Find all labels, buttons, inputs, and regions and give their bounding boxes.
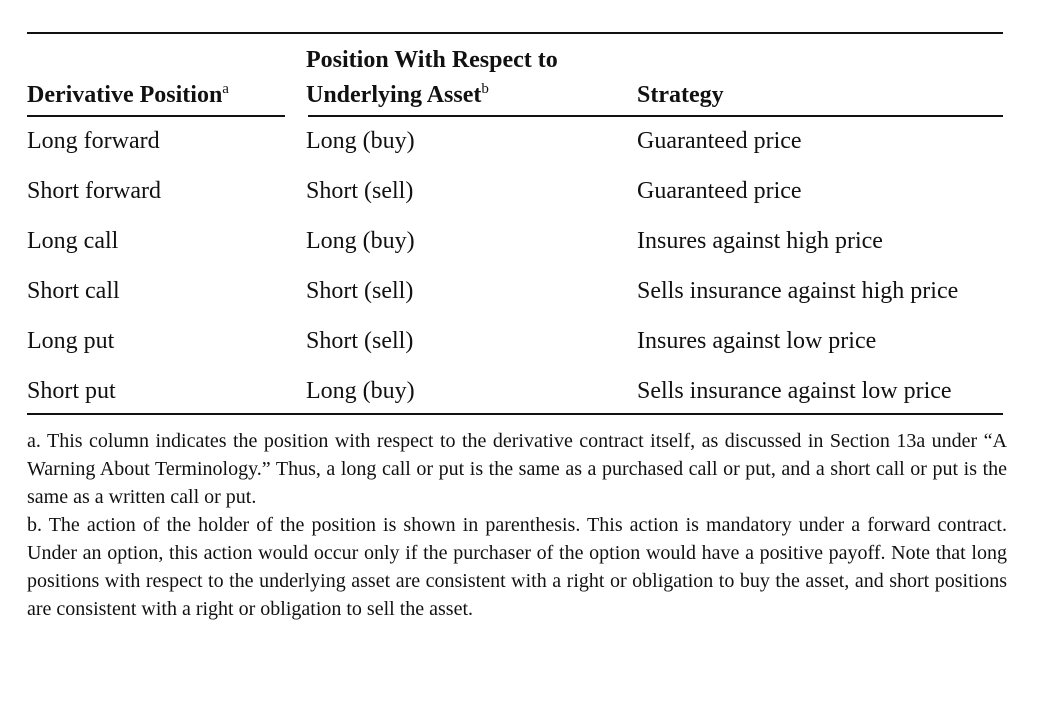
table-bottom-rule [27, 413, 1003, 415]
cell-derivative-row4: Short call [27, 278, 120, 304]
cell-derivative-row3: Long call [27, 228, 119, 254]
cell-position-row2: Short (sell) [306, 178, 414, 204]
cell-position-row5: Short (sell) [306, 328, 414, 354]
header-rule-left [27, 115, 285, 117]
cell-position-row4: Short (sell) [306, 278, 414, 304]
footnote-a: a. This column indicates the position wi… [27, 430, 1007, 508]
cell-strategy-row6: Sells insurance against low price [637, 378, 952, 404]
cell-strategy-row2: Guaranteed price [637, 178, 802, 204]
cell-derivative-row5: Long put [27, 328, 115, 354]
cell-derivative-row6: Short put [27, 378, 116, 404]
footnotes: a. This column indicates the position wi… [27, 427, 1007, 623]
cell-derivative-row2: Short forward [27, 178, 161, 204]
footnote-b: b. The action of the holder of the posit… [27, 514, 1007, 620]
cell-strategy-row1: Guaranteed price [637, 128, 802, 154]
header-position-line2: Underlying Assetb [306, 81, 489, 109]
table-top-rule [27, 32, 1003, 34]
footnote-marker-a: a [222, 81, 229, 97]
cell-strategy-row3: Insures against high price [637, 228, 883, 254]
cell-derivative-row1: Long forward [27, 128, 160, 154]
cell-position-row3: Long (buy) [306, 228, 415, 254]
header-derivative-position: Derivative Positiona [27, 81, 229, 109]
cell-strategy-row4: Sells insurance against high price [637, 278, 959, 304]
footnote-marker-b: b [481, 81, 489, 97]
cell-position-row1: Long (buy) [306, 128, 415, 154]
header-position-line1: Position With Respect to [306, 47, 558, 73]
header-strategy: Strategy [637, 82, 724, 108]
header-rule-right [308, 115, 1003, 117]
cell-strategy-row5: Insures against low price [637, 328, 877, 354]
cell-position-row6: Long (buy) [306, 378, 415, 404]
